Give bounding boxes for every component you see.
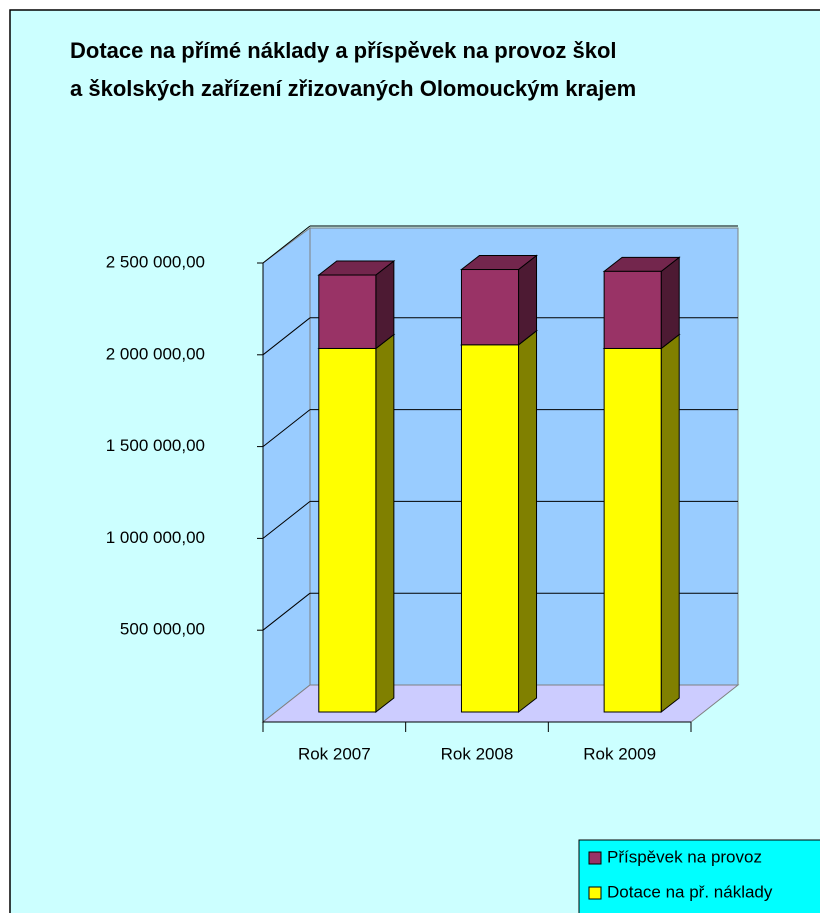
y-tick-label: 1 500 000,00 [106,436,205,455]
bar-front [460,344,520,713]
bar-front [603,270,662,349]
grid-line [262,317,311,356]
bar-segment [460,254,538,346]
bar-front [318,274,377,349]
bar-front [603,347,662,713]
bar-side [375,260,395,350]
bar-side [660,333,680,714]
bar-side [518,329,538,714]
grid-line [262,225,311,264]
x-tick-label: Rok 2007 [298,744,371,763]
y-tick-label: 2 000 000,00 [106,344,205,363]
grid-line [262,592,311,631]
legend-label: Dotace na př. náklady [607,882,773,901]
bar-segment [317,333,396,714]
y-tick-label: 2 500 000,00 [106,252,205,271]
bar-front [460,269,520,346]
legend-swatch [588,886,602,900]
bar-segment [317,260,396,350]
x-tick-label: Rok 2009 [583,744,656,763]
legend-label: Příspěvek na provoz [607,847,762,866]
legend-swatch [588,851,602,865]
y-tick-label: 1 000 000,00 [106,528,205,547]
bar-side [518,254,538,346]
grid-line [262,409,311,447]
bar-side [660,256,680,350]
bar-segment [602,256,681,350]
bar-side [375,333,395,714]
chart-title: Dotace na přímé náklady a příspěvek na p… [70,38,617,63]
x-tick-label: Rok 2008 [441,744,514,763]
bar-front [318,347,377,713]
chart-title: a školských zařízení zřizovaných Olomouc… [70,76,636,101]
bar-segment [460,329,538,714]
bar-segment [602,333,681,714]
y-tick-label: 500 000,00 [120,620,205,639]
side-wall [262,227,311,724]
legend [578,839,820,913]
grid-line [262,501,311,539]
